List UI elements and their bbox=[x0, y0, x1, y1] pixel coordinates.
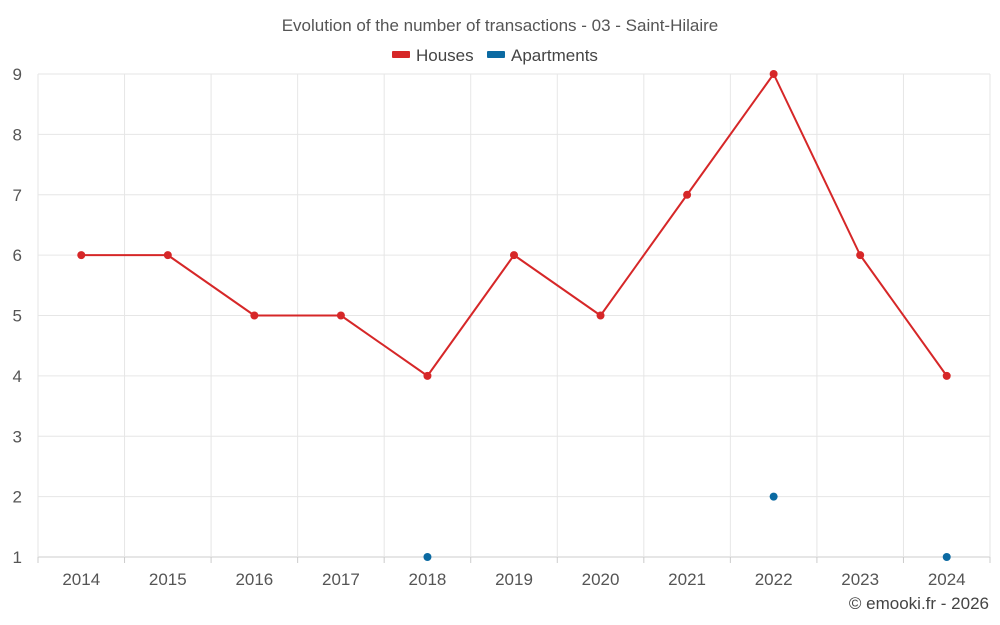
x-tick-label-2021: 2021 bbox=[668, 570, 706, 589]
x-tick-label-2019: 2019 bbox=[495, 570, 533, 589]
y-tick-label: 1 bbox=[13, 548, 22, 567]
data-point-houses-2020[interactable] bbox=[596, 311, 605, 320]
data-point-houses-2023[interactable] bbox=[856, 251, 865, 260]
data-point-apartments-2022[interactable] bbox=[769, 492, 778, 501]
data-point-apartments-2018[interactable] bbox=[423, 553, 432, 561]
x-tick-label-2023: 2023 bbox=[841, 570, 879, 589]
x-tick-label-2022: 2022 bbox=[755, 570, 793, 589]
x-tick-label-2024: 2024 bbox=[928, 570, 966, 589]
grid bbox=[37, 73, 991, 558]
x-tick-label-2020: 2020 bbox=[582, 570, 620, 589]
legend-item-houses[interactable]: Houses bbox=[392, 46, 474, 65]
series bbox=[77, 70, 951, 561]
data-point-houses-2014[interactable] bbox=[77, 251, 86, 260]
legend-swatch-houses bbox=[392, 51, 410, 58]
x-axis: 2014 2015 2016 2017 2018 2019 2020 2021 2022 2023… bbox=[37, 557, 991, 589]
data-point-houses-2018[interactable] bbox=[423, 371, 432, 380]
series-apartments bbox=[423, 492, 951, 561]
x-tick-label-2014: 2014 bbox=[62, 570, 100, 589]
y-axis: 1 2 3 4 5 6 7 8 9 bbox=[13, 65, 22, 567]
legend: Houses Apartments bbox=[392, 46, 598, 65]
data-point-houses-2016[interactable] bbox=[250, 311, 259, 320]
data-point-houses-2019[interactable] bbox=[510, 251, 518, 260]
y-tick-label: 3 bbox=[13, 427, 22, 446]
x-tick-label-2015: 2015 bbox=[149, 570, 187, 589]
y-tick-label: 7 bbox=[13, 186, 22, 205]
y-tick-label: 6 bbox=[13, 246, 22, 265]
chart-title: Evolution of the number of transactions … bbox=[282, 16, 719, 35]
data-point-houses-2015[interactable] bbox=[163, 251, 172, 260]
data-point-houses-2017[interactable] bbox=[336, 311, 345, 320]
series-houses bbox=[77, 70, 951, 380]
credit-text: © emooki.fr - 2026 bbox=[849, 594, 989, 613]
data-point-apartments-2024[interactable] bbox=[942, 553, 951, 561]
y-tick-label: 9 bbox=[13, 65, 22, 84]
legend-label-apartments: Apartments bbox=[511, 46, 598, 65]
y-tick-label: 4 bbox=[13, 367, 22, 386]
legend-label-houses: Houses bbox=[416, 46, 474, 65]
y-tick-label: 5 bbox=[13, 307, 22, 326]
x-tick-label-2018: 2018 bbox=[409, 570, 447, 589]
y-tick-label: 2 bbox=[13, 488, 22, 507]
y-tick-label: 8 bbox=[13, 125, 22, 144]
data-point-houses-2022[interactable] bbox=[769, 70, 778, 78]
data-point-houses-2024[interactable] bbox=[942, 371, 951, 380]
legend-swatch-apartments bbox=[487, 51, 505, 58]
data-point-houses-2021[interactable] bbox=[683, 190, 692, 199]
x-tick-label-2016: 2016 bbox=[235, 570, 273, 589]
legend-item-apartments[interactable]: Apartments bbox=[487, 46, 598, 65]
x-tick-label-2017: 2017 bbox=[322, 570, 360, 589]
